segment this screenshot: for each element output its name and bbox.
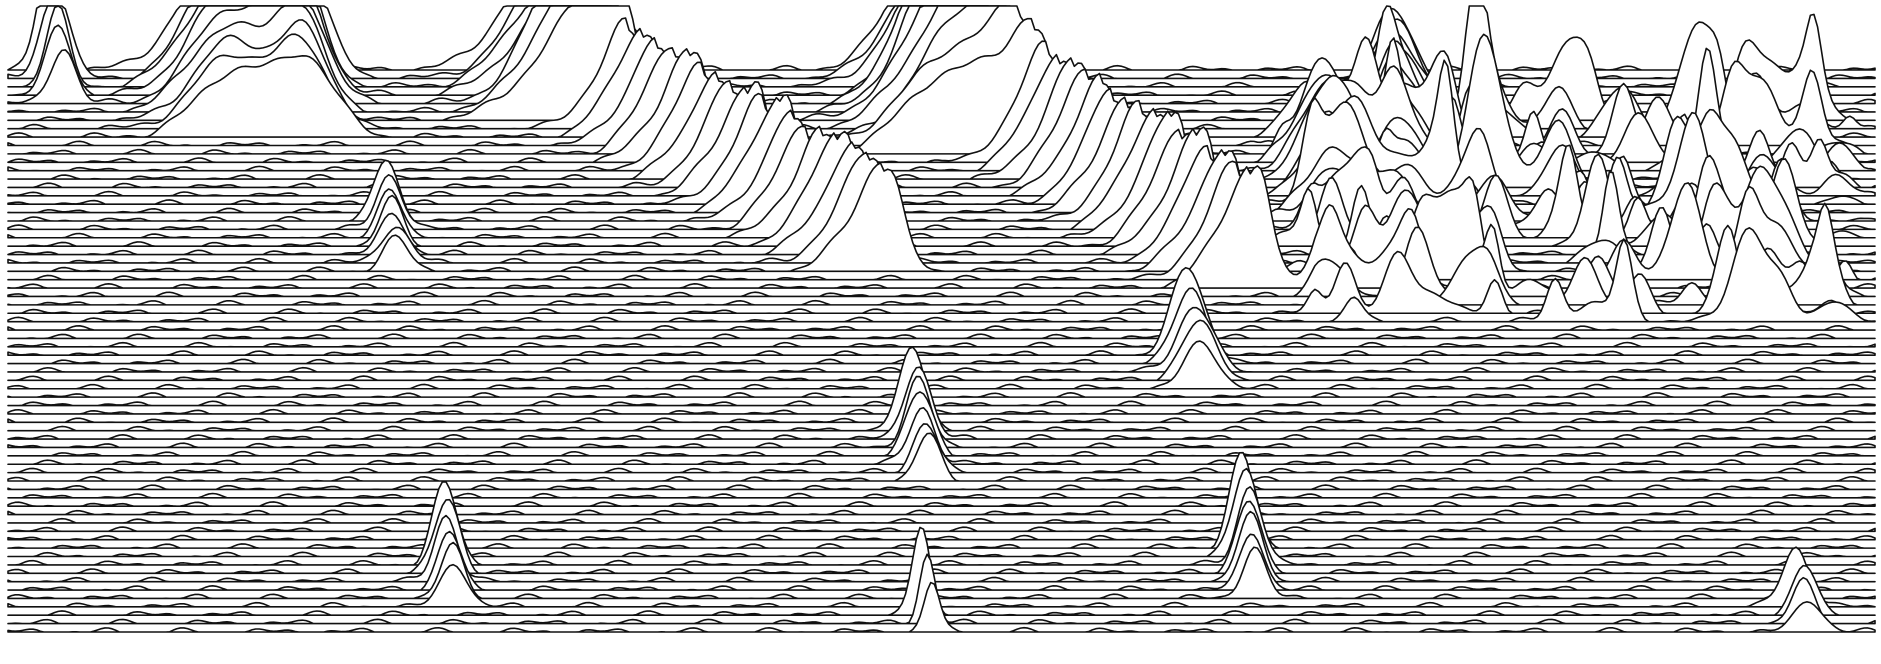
- ridge-series-31: [7, 227, 1876, 323]
- ridge-series-15: [7, 33, 1876, 189]
- ridge-series-62: [7, 510, 1876, 583]
- ridge-series-60: [7, 480, 1876, 566]
- ridge-series-54: [7, 509, 1876, 516]
- ridge-series-38: [7, 319, 1876, 382]
- ridge-series-32: [7, 324, 1876, 331]
- ridge-series-33: [7, 333, 1876, 340]
- ridge-series-64: [7, 541, 1876, 600]
- ridge-series-34: [7, 341, 1876, 348]
- ridge-series-43: [7, 417, 1876, 424]
- ridge-series-44: [7, 346, 1876, 432]
- ridge-series-40: [7, 392, 1876, 398]
- ridge-series-39: [7, 340, 1876, 390]
- ridge-series-35: [7, 266, 1876, 356]
- ridge-series-50: [7, 432, 1876, 482]
- ridge-series-37: [7, 306, 1876, 373]
- ridge-series-68: [7, 581, 1876, 633]
- ridge-series-58: [7, 451, 1876, 549]
- ridge-series-52: [7, 492, 1876, 499]
- ridge-series-45: [7, 366, 1876, 440]
- ridge-series-57: [7, 534, 1876, 541]
- ridge-series-63: [7, 530, 1876, 591]
- ridge-series-53: [7, 501, 1876, 507]
- ridge-series-22: [7, 128, 1876, 247]
- ridge-series-42: [7, 408, 1876, 415]
- ridge-series-56: [7, 526, 1876, 533]
- ridge-series-65: [7, 546, 1876, 608]
- ridge-series-51: [7, 484, 1876, 491]
- ridge-series-47: [7, 391, 1876, 457]
- ridge-series-59: [7, 467, 1876, 558]
- ridge-series-29: [7, 202, 1876, 306]
- ridge-series-46: [7, 375, 1876, 449]
- ridge-series-55: [7, 517, 1876, 524]
- ridge-series-36: [7, 287, 1876, 365]
- ridge-series-61: [7, 498, 1876, 575]
- ridge-series-41: [7, 400, 1876, 407]
